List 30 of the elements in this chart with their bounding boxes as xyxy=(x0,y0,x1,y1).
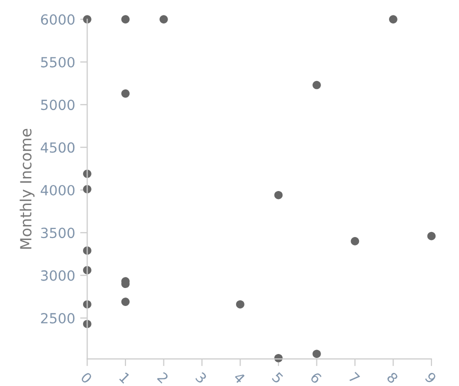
point xyxy=(312,350,321,358)
x-tick-label: 4 xyxy=(233,372,246,384)
y-axis-title: Monthly Income xyxy=(20,128,34,249)
x-tick-label: 2 xyxy=(156,372,169,384)
point xyxy=(389,15,398,24)
y-tick-label: 4500 xyxy=(40,142,74,153)
y-tick-label: 5500 xyxy=(41,56,74,68)
point xyxy=(236,300,244,309)
x-tick-label: 6 xyxy=(310,372,322,384)
y-tick-label: 2500 xyxy=(41,312,74,324)
point xyxy=(160,15,168,24)
point xyxy=(312,80,321,90)
y-tick-label: 5000 xyxy=(41,100,74,110)
x-tick-label: 0 xyxy=(80,372,93,384)
y-tick-label: 3500 xyxy=(41,228,74,238)
x-tick-label: 3 xyxy=(195,372,208,384)
point xyxy=(121,298,130,306)
x-tick-label: 9 xyxy=(424,372,437,384)
point xyxy=(350,237,360,246)
x-tick-label: 7 xyxy=(348,372,360,384)
y-tick-label: 6000 xyxy=(41,14,74,25)
x-tick-label: 5 xyxy=(272,372,284,384)
point xyxy=(121,89,130,98)
x-tick-label: 1 xyxy=(119,372,130,384)
point xyxy=(121,15,130,24)
y-tick-label: 3000 xyxy=(41,270,74,281)
point xyxy=(274,190,283,200)
point xyxy=(427,232,436,240)
y-tick-label: 4000 xyxy=(40,184,74,196)
x-tick-label: 8 xyxy=(386,372,399,384)
